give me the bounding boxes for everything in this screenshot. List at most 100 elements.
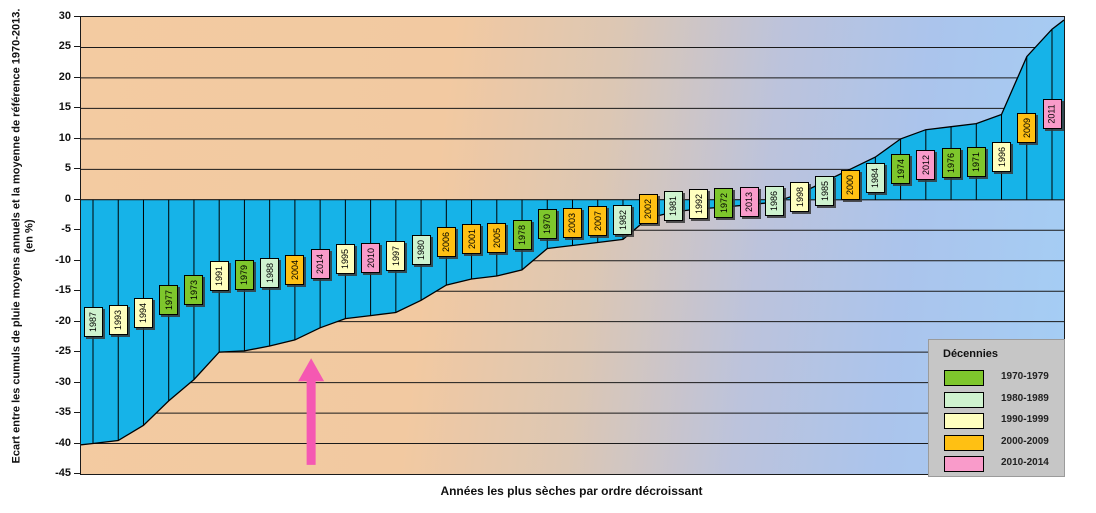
year-label-text: 1982 [617, 209, 628, 230]
year-label-text: 1996 [996, 147, 1007, 168]
year-label-1977: 1977 [159, 285, 179, 316]
y-tick-mark [74, 16, 80, 17]
y-tick-mark [74, 442, 80, 444]
legend-label: 1980-1989 [1001, 392, 1049, 404]
year-label-1970: 1970 [537, 209, 557, 240]
year-label-1981: 1981 [663, 190, 683, 221]
year-label-text: 1981 [668, 195, 679, 216]
year-label-text: 2001 [466, 229, 477, 250]
year-label-1982: 1982 [613, 204, 633, 235]
year-label-1976: 1976 [941, 148, 961, 179]
y-tick-mark [74, 46, 80, 48]
y-tick-label: -40 [55, 436, 71, 449]
year-label-text: 1973 [188, 279, 199, 300]
year-label-2001: 2001 [462, 224, 482, 255]
year-label-2005: 2005 [487, 222, 507, 253]
year-label-text: 2005 [491, 227, 502, 248]
year-label-1980: 1980 [411, 235, 431, 266]
y-tick-label: 25 [58, 40, 71, 53]
year-label-1971: 1971 [966, 146, 986, 177]
area-chart-svg [81, 19, 1064, 465]
year-label-text: 2012 [920, 154, 931, 175]
up-arrow-annotation [298, 358, 325, 465]
legend-swatch [944, 434, 984, 451]
year-label-text: 2010 [365, 247, 376, 268]
y-tick-mark [74, 473, 80, 474]
year-label-1998: 1998 [790, 181, 810, 212]
year-label-text: 1978 [517, 224, 528, 245]
y-tick-label: -25 [55, 345, 71, 358]
year-label-text: 2014 [315, 253, 326, 274]
year-label-2012: 2012 [916, 149, 936, 180]
year-label-1996: 1996 [992, 142, 1012, 173]
year-label-text: 1976 [946, 153, 957, 174]
year-label-text: 1995 [340, 249, 351, 270]
legend-item-1990-1999: 1990-1999 [929, 410, 1064, 431]
year-label-text: 2003 [567, 212, 578, 233]
y-tick-label: 30 [58, 10, 71, 22]
legend-label: 1970-1979 [1001, 371, 1049, 382]
year-label-1994: 1994 [133, 297, 153, 328]
y-tick-mark [74, 229, 80, 231]
legend-item-2010-2014: 2010-2014 [929, 453, 1064, 474]
y-tick-mark [74, 168, 80, 170]
year-label-1985: 1985 [815, 175, 835, 206]
y-tick-label: -35 [55, 406, 71, 419]
year-label-text: 1991 [214, 265, 225, 286]
legend-item-1970-1979: 1970-1979 [929, 367, 1064, 388]
year-label-text: 1980 [416, 240, 427, 261]
year-label-1974: 1974 [891, 154, 911, 185]
year-label-text: 1984 [870, 168, 881, 189]
x-axis-title: Années les plus sèches par ordre décrois… [440, 484, 703, 498]
y-tick-mark [74, 412, 80, 414]
year-label-1991: 1991 [209, 260, 229, 291]
legend-swatch [944, 391, 984, 408]
year-label-1993: 1993 [108, 305, 128, 336]
year-label-2002: 2002 [638, 193, 658, 224]
year-label-2007: 2007 [588, 206, 608, 237]
y-tick-label: -30 [55, 375, 71, 388]
year-label-1978: 1978 [512, 219, 532, 250]
year-label-2014: 2014 [310, 248, 330, 279]
y-tick-mark [74, 290, 80, 292]
year-label-text: 1998 [794, 186, 805, 207]
legend-item-2000-2009: 2000-2009 [929, 432, 1064, 453]
y-tick-mark [74, 107, 80, 109]
year-label-text: 2007 [592, 211, 603, 232]
year-label-1997: 1997 [386, 241, 406, 272]
year-label-text: 1972 [718, 193, 729, 214]
y-tick-label: -45 [55, 467, 71, 479]
legend-item-1980-1989: 1980-1989 [929, 389, 1064, 410]
y-tick-mark [74, 198, 80, 200]
legend-label: 1990-1999 [1001, 414, 1049, 425]
y-tick-label: 0 [64, 192, 71, 205]
year-label-text: 2004 [289, 259, 300, 280]
year-label-1988: 1988 [260, 257, 280, 288]
year-label-text: 1987 [88, 311, 98, 332]
year-label-text: 1985 [819, 180, 830, 201]
year-label-2003: 2003 [563, 207, 582, 238]
year-label-1979: 1979 [234, 260, 254, 291]
legend-swatch [944, 456, 984, 472]
y-tick-label: -15 [55, 284, 71, 297]
y-tick-mark [74, 351, 80, 353]
year-label-text: 2011 [1047, 104, 1058, 125]
legend-title: Décennies [943, 348, 999, 360]
year-label-1986: 1986 [764, 186, 784, 217]
year-label-text: 1970 [542, 214, 553, 235]
year-label-text: 2000 [845, 174, 856, 195]
year-label-text: 1977 [163, 290, 174, 311]
y-tick-mark [74, 381, 80, 383]
legend-label: 2000-2009 [1001, 435, 1049, 447]
year-label-2004: 2004 [285, 254, 305, 285]
y-tick-mark [74, 259, 80, 261]
year-label-text: 1993 [113, 310, 124, 331]
y-tick-label: 10 [58, 131, 71, 144]
year-label-text: 2013 [744, 192, 755, 213]
y-tick-label: 20 [58, 70, 71, 83]
year-label-2010: 2010 [361, 242, 381, 273]
y-tick-mark [74, 137, 80, 139]
y-tick-label: -10 [55, 253, 71, 266]
deviation-curve [81, 19, 1064, 446]
